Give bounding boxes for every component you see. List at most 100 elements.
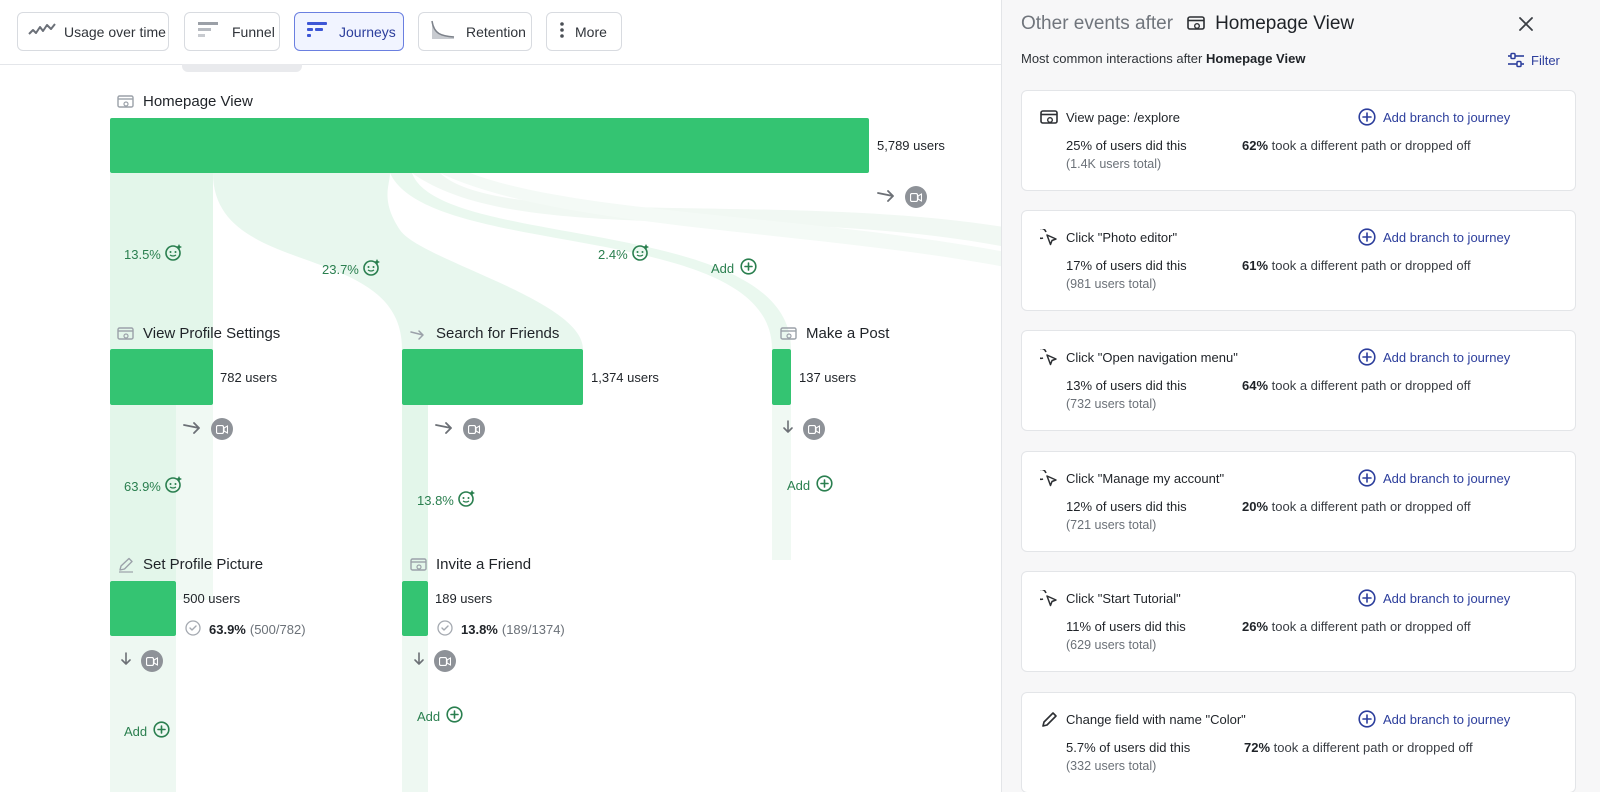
ai-sparkle-icon[interactable] [164,243,183,265]
retention-button[interactable]: Retention [418,12,532,51]
bar-set-profile-picture[interactable] [110,581,176,636]
dropoff-pct: 72% [1244,740,1271,755]
more-button[interactable]: More [546,12,622,51]
pencil-icon [117,557,135,573]
session-replay-icon[interactable] [463,418,485,440]
branch-pct-label: 13.8% [417,492,454,508]
ai-sparkle-icon[interactable] [164,475,183,497]
event-dropoff: 64% took a different path or dropped off [1242,378,1471,393]
node-search-for-friends[interactable]: Search for Friends [410,325,559,342]
add-step-root[interactable]: Add [711,258,757,278]
conversion-ratio: (189/1374) [501,622,565,637]
journeys-icon [307,21,329,42]
add-branch-button[interactable]: Add branch to journey [1358,348,1510,366]
journeys-button[interactable]: Journeys [294,12,404,51]
add-circle-icon [740,258,757,278]
pencil-icon [1040,711,1060,729]
arrow-right-icon[interactable] [435,419,455,440]
more-label: More [575,23,607,40]
ai-sparkle-icon[interactable] [457,489,476,511]
count-homepage-view: 5,789 users [877,138,945,153]
arrow-down-icon[interactable] [119,651,133,672]
page-view-icon [117,326,135,342]
node-homepage-view[interactable]: Homepage View [117,93,253,110]
event-card: Click "Start Tutorial" Add branch to jou… [1021,571,1576,672]
close-panel-button[interactable] [1516,14,1536,34]
add-circle-icon [1358,469,1376,487]
event-name: Click "Manage my account" [1066,471,1225,486]
session-replay-icon[interactable] [434,650,456,672]
dropoff-text: took a different path or dropped off [1271,378,1471,393]
bar-view-profile-settings[interactable] [110,349,213,405]
branch-pct-picture: 63.9% [124,475,183,497]
funnel-button[interactable]: Funnel [184,12,280,51]
page-view-icon [410,557,428,573]
add-branch-button[interactable]: Add branch to journey [1358,589,1510,607]
arrow-down-icon[interactable] [412,651,426,672]
arrow-right-icon[interactable] [877,187,897,208]
dropoff-pct: 20% [1242,499,1269,514]
count-set-profile-picture: 500 users [183,591,241,606]
page-view-icon [1040,109,1060,127]
add-circle-icon [153,721,170,741]
add-circle-icon [1358,710,1376,728]
bar-invite-a-friend[interactable] [402,581,428,636]
check-circle-icon [185,620,201,639]
dropoff-text: took a different path or dropped off [1271,258,1471,273]
node-title-label: Make a Post [806,325,890,342]
panel-title-prefix: Other events after [1021,13,1174,34]
arrow-right-icon[interactable] [183,419,203,440]
bar-make-a-post[interactable] [772,349,791,405]
session-replay-icon[interactable] [141,650,163,672]
add-branch-label: Add branch to journey [1383,109,1511,125]
dropoff-pct: 62% [1242,138,1269,153]
add-label: Add [417,708,441,724]
add-branch-button[interactable]: Add branch to journey [1358,469,1510,487]
session-replay-icon[interactable] [905,186,927,208]
node-title-label: Invite a Friend [436,556,532,573]
arrow-down-icon[interactable] [781,419,795,440]
event-dropoff: 62% took a different path or dropped off [1242,138,1471,153]
usage-over-time-button[interactable]: Usage over time [17,12,169,51]
ai-sparkle-icon[interactable] [362,258,381,280]
node-view-profile-settings[interactable]: View Profile Settings [117,325,280,342]
session-replay-icon[interactable] [803,418,825,440]
bar-homepage-view[interactable] [110,118,869,173]
dropoff-text: took a different path or dropped off [1271,619,1471,634]
node-title-label: Set Profile Picture [143,556,264,573]
search-arrow-icon [410,326,428,342]
node-make-a-post[interactable]: Make a Post [780,325,889,342]
event-card: Click "Open navigation menu" Add branch … [1021,330,1576,431]
add-branch-button[interactable]: Add branch to journey [1358,228,1510,246]
add-branch-button[interactable]: Add branch to journey [1358,710,1510,728]
add-circle-icon [1358,228,1376,246]
add-step-after-invite[interactable]: Add [417,706,463,726]
branch-pct-label: 23.7% [322,261,359,277]
add-branch-label: Add branch to journey [1383,711,1511,727]
event-total: (1.4K users total) [1066,157,1162,171]
branch-pct-label: 13.5% [124,246,161,262]
add-circle-icon [1358,589,1376,607]
ai-sparkle-icon[interactable] [631,243,650,265]
add-step-after-post[interactable]: Add [787,475,833,495]
event-card: Click "Manage my account" Add branch to … [1021,451,1576,552]
count-view-profile-settings: 782 users [220,370,278,385]
filter-button[interactable]: Filter [1507,52,1560,68]
actions-invite-a-friend [412,650,456,672]
funnel-icon [198,21,220,42]
event-pct: 17% of users did this [1066,258,1187,273]
event-card: Change field with name "Color" Add branc… [1021,692,1576,792]
count-invite-a-friend: 189 users [435,591,493,606]
bar-search-for-friends[interactable] [402,349,583,405]
node-set-profile-picture[interactable]: Set Profile Picture [117,556,263,573]
add-step-after-picture[interactable]: Add [124,721,170,741]
event-pct: 11% of users did this [1066,619,1186,634]
session-replay-icon[interactable] [211,418,233,440]
usage-line-icon [28,22,56,41]
add-label: Add [124,723,148,739]
add-branch-button[interactable]: Add branch to journey [1358,108,1510,126]
branch-pct-search: 23.7% [322,258,381,280]
event-pct: 12% of users did this [1066,499,1187,514]
node-invite-a-friend[interactable]: Invite a Friend [410,556,531,573]
conversion-invite-a-friend: 13.8% (189/1374) [437,620,565,639]
